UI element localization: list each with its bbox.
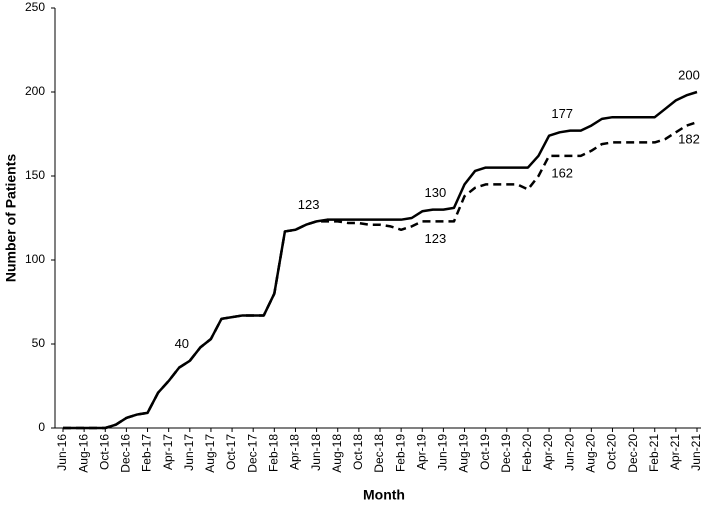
x-tick-label: Aug-16 [76, 434, 90, 473]
data-label: 182 [678, 132, 700, 147]
data-label: 200 [678, 67, 700, 82]
data-label: 130 [425, 185, 447, 200]
x-axis-title: Month [363, 487, 405, 503]
x-tick-label: Jun-19 [436, 434, 450, 471]
x-tick-label: Aug-20 [584, 434, 598, 473]
x-tick-label: Apr-19 [414, 434, 428, 470]
x-tick-label: Jun-18 [309, 434, 323, 471]
series-line [63, 121, 698, 430]
x-tick-label: Jun-17 [182, 434, 196, 471]
x-tick-label: Apr-21 [668, 434, 682, 470]
x-tick-label: Aug-19 [457, 434, 471, 473]
x-tick-label: Oct-16 [97, 434, 111, 470]
x-tick-label: Feb-19 [393, 434, 407, 472]
x-tick-label: Jun-16 [55, 434, 69, 471]
x-tick-label: Oct-18 [351, 434, 365, 470]
x-tick-label: Feb-18 [267, 434, 281, 472]
y-axis-title: Number of Patients [3, 154, 19, 283]
data-label: 123 [298, 197, 320, 212]
x-tick-label: Dec-18 [372, 434, 386, 473]
y-tick-label: 250 [25, 0, 45, 14]
data-label: 162 [551, 165, 573, 180]
x-tick-label: Jun-20 [562, 434, 576, 471]
x-tick-label: Feb-20 [520, 434, 534, 472]
series-line [63, 90, 698, 430]
x-tick-label: Oct-17 [224, 434, 238, 470]
x-tick-label: Apr-18 [288, 434, 302, 470]
x-tick-label: Dec-17 [245, 434, 259, 473]
x-tick-label: Oct-19 [478, 434, 492, 470]
x-tick-label: Aug-17 [203, 434, 217, 473]
x-tick-label: Apr-20 [541, 434, 555, 470]
y-tick-label: 150 [25, 168, 45, 182]
data-label: 40 [175, 336, 189, 351]
x-tick-label: Dec-16 [119, 434, 133, 473]
x-tick-label: Oct-20 [605, 434, 619, 470]
y-tick-label: 50 [32, 336, 46, 350]
x-tick-label: Aug-18 [330, 434, 344, 473]
y-tick-label: 200 [25, 84, 45, 98]
data-label: 123 [425, 231, 447, 246]
x-tick-label: Feb-17 [140, 434, 154, 472]
y-tick-label: 100 [25, 252, 45, 266]
x-tick-label: Apr-17 [161, 434, 175, 470]
y-tick-label: 0 [38, 420, 45, 434]
x-tick-label: Dec-20 [626, 434, 640, 473]
x-tick-label: Feb-21 [647, 434, 661, 472]
data-label: 177 [551, 106, 573, 121]
x-tick-label: Jun-21 [689, 434, 703, 471]
x-tick-label: Dec-19 [499, 434, 513, 473]
